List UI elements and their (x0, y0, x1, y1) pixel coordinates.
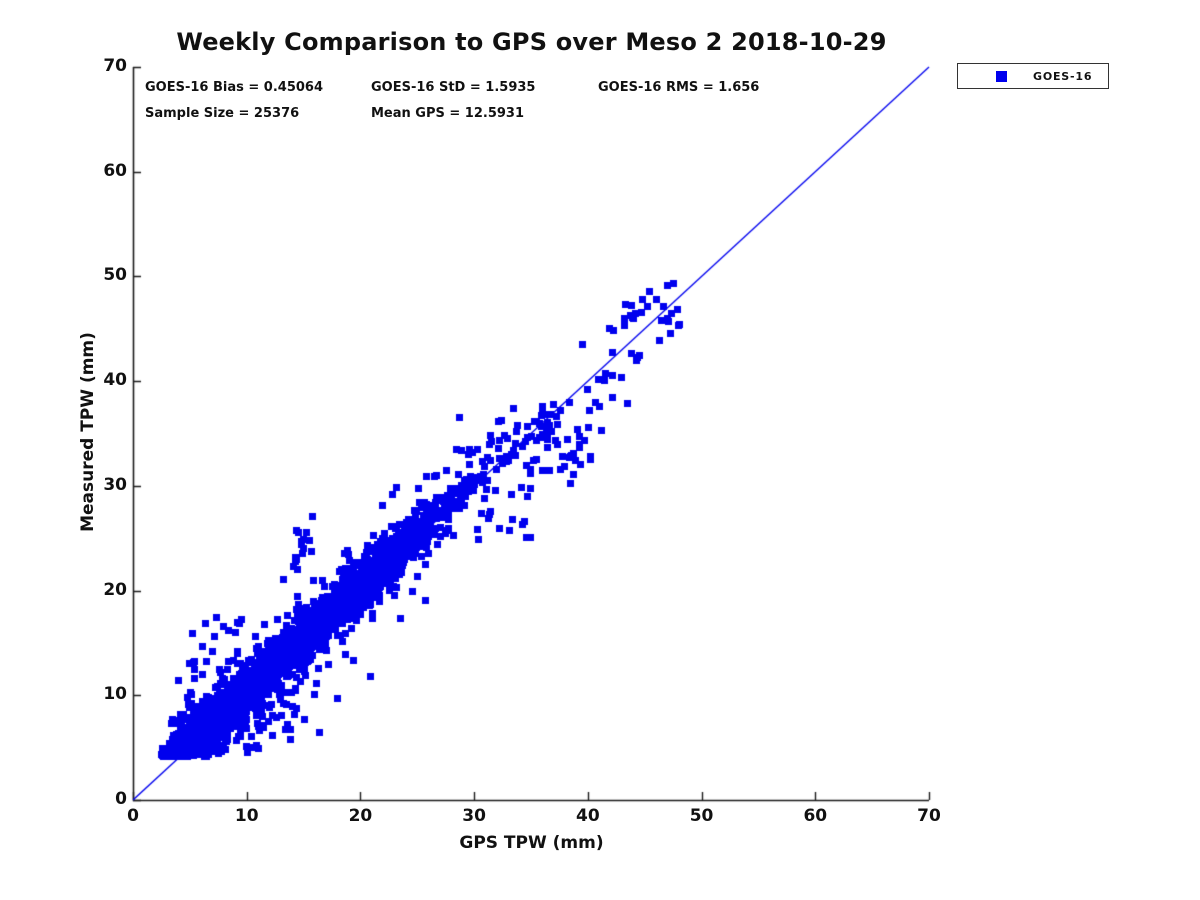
stat-std: GOES-16 StD = 1.5935 (371, 80, 536, 95)
legend-square-marker-icon (996, 70, 1007, 82)
legend: GOES-16 (957, 63, 1109, 89)
y-tick-label: 70 (103, 56, 127, 76)
x-tick-label: 30 (462, 806, 486, 826)
y-tick-label: 50 (103, 265, 127, 286)
y-tick-label: 30 (103, 474, 127, 495)
stat-sample-size: Sample Size = 25376 (145, 106, 300, 121)
y-tick-label: 20 (103, 579, 127, 600)
y-tick-label: 10 (103, 684, 127, 705)
y-tick-label: 40 (103, 370, 127, 391)
x-tick-label: 40 (576, 806, 600, 826)
legend-series-label: GOES-16 (1033, 69, 1093, 83)
x-tick-label: 20 (348, 806, 373, 826)
chart-title: Weekly Comparison to GPS over Meso 2 201… (176, 28, 887, 56)
x-axis-label: GPS TPW (mm) (459, 833, 604, 853)
y-tick-label: 0 (115, 789, 127, 809)
x-tick-label: 70 (917, 806, 941, 826)
x-tick-label: 10 (234, 806, 259, 826)
stat-bias: GOES-16 Bias = 0.45064 (145, 80, 324, 95)
stat-mean-gps: Mean GPS = 12.5931 (371, 106, 525, 121)
y-axis-label: Measured TPW (mm) (78, 332, 98, 532)
y-tick-label: 60 (103, 160, 127, 181)
x-tick-label: 0 (127, 806, 139, 826)
stat-rms: GOES-16 RMS = 1.656 (598, 80, 760, 95)
x-tick-label: 60 (803, 806, 828, 826)
x-tick-label: 50 (689, 806, 714, 826)
